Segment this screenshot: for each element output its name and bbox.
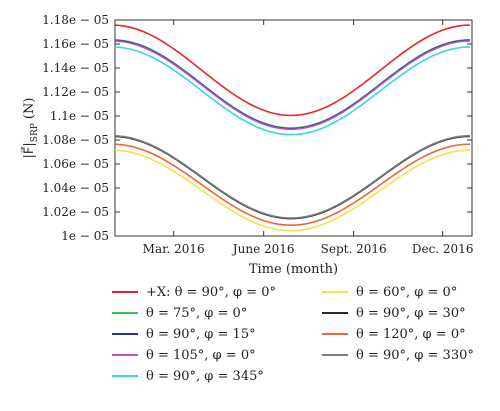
x-tick-label: Dec. 2016 — [412, 242, 474, 256]
x-tick-label: June 2016 — [231, 242, 295, 256]
y-tick-label: 1.12e − 05 — [42, 85, 109, 99]
series-line — [114, 135, 471, 219]
y-axis-label: |F⃗|SRP (N) — [21, 98, 40, 159]
y-tick-label: 1.16e − 05 — [42, 37, 109, 51]
y-tick-label: 1e − 05 — [61, 229, 109, 243]
y-tick-label: 1.06e − 05 — [42, 157, 109, 171]
series-line — [114, 149, 471, 232]
y-tick-label: 1.1e − 05 — [50, 109, 109, 123]
series-line — [114, 24, 471, 117]
y-tick-label: 1.14e − 05 — [42, 61, 109, 75]
y-tick-label: 1.04e − 05 — [42, 181, 109, 195]
y-tick-label: 1.18e − 05 — [42, 13, 109, 27]
plot-frame — [114, 19, 473, 237]
series-line — [114, 46, 471, 136]
x-axis-label: Time (month) — [249, 262, 338, 277]
series-line — [114, 40, 471, 131]
series-line — [114, 135, 471, 220]
x-tick-label: Mar. 2016 — [143, 242, 205, 256]
y-tick-label: 1.02e − 05 — [42, 205, 109, 219]
series-line — [114, 143, 471, 227]
x-tick-label: Sept. 2016 — [321, 242, 387, 256]
y-tick-label: 1.08e − 05 — [42, 133, 109, 147]
